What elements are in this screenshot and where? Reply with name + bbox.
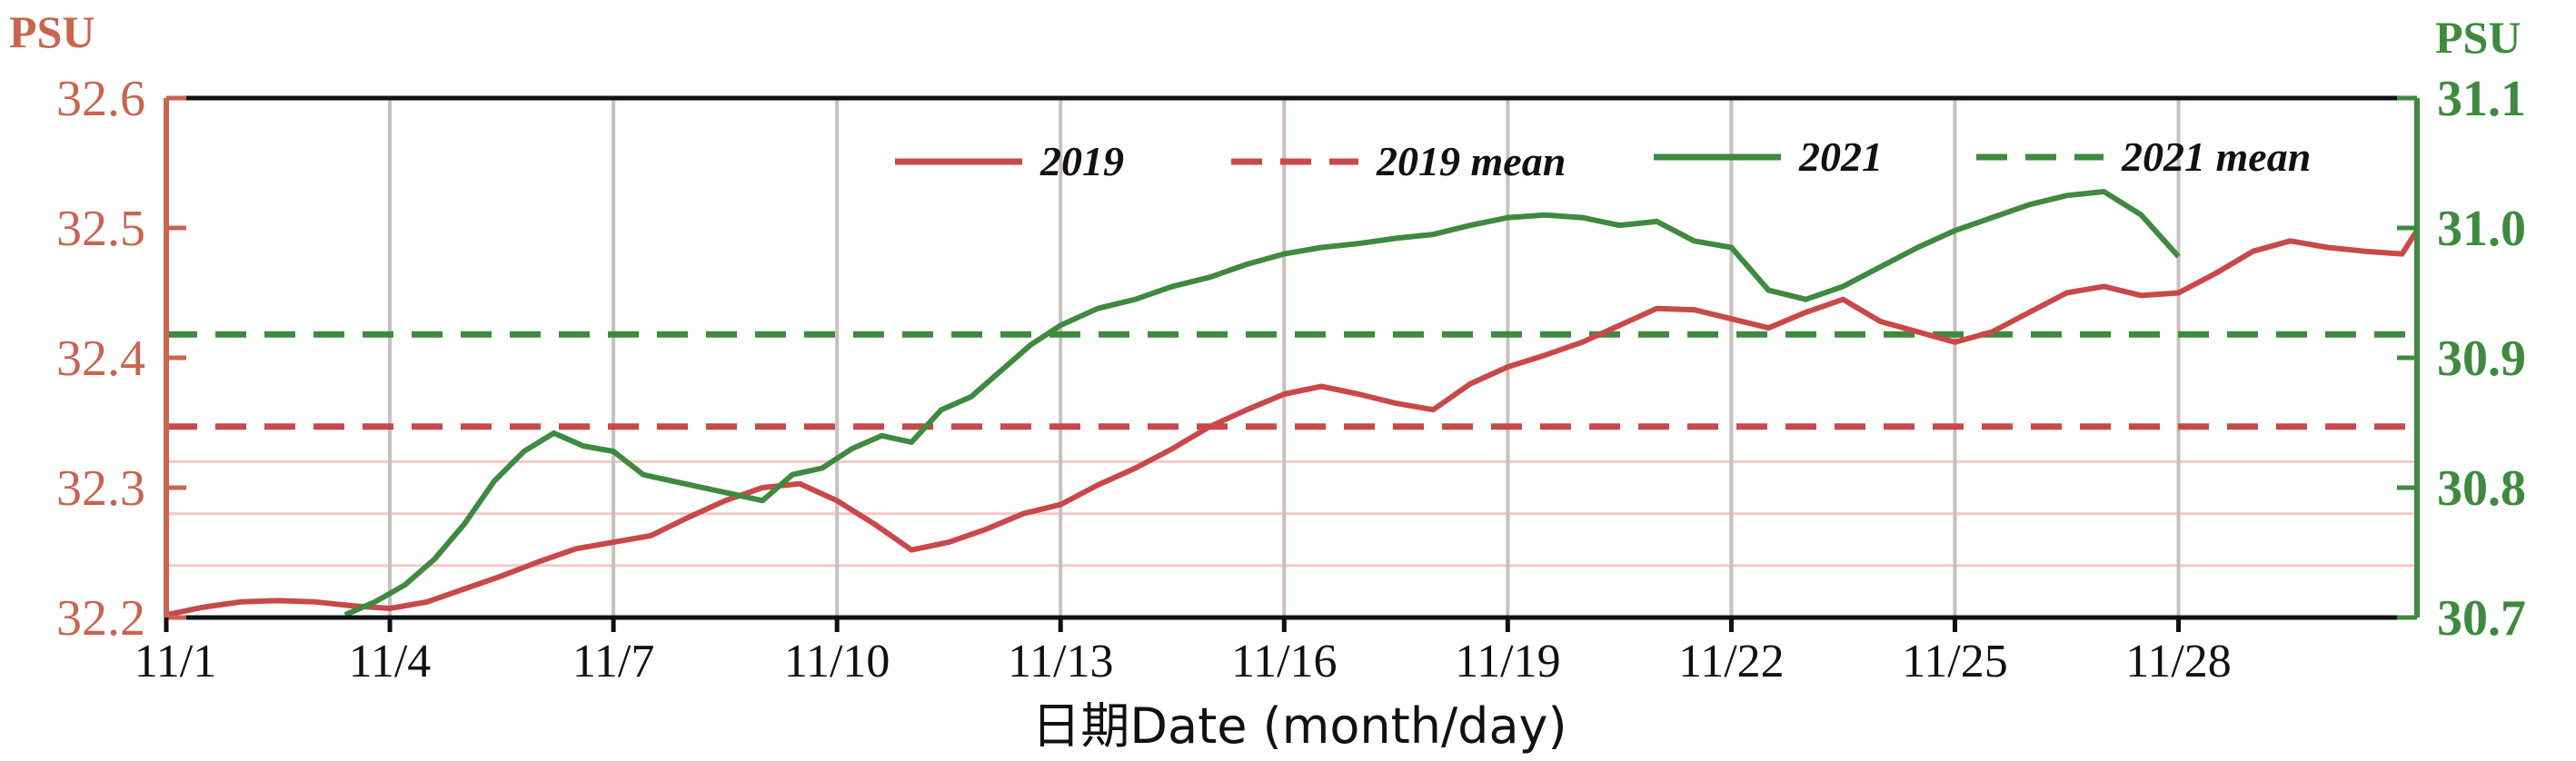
series-lines	[165, 189, 2420, 618]
right-axis-unit: PSU	[2435, 12, 2521, 63]
x-tick-label-0: 11/1	[134, 636, 217, 687]
mean-lines	[166, 331, 2417, 430]
left-tick-label-0: 32.2	[56, 590, 145, 647]
right-tick-label-4: 31.1	[2437, 71, 2526, 127]
right-tick-label-0: 30.7	[2437, 590, 2526, 647]
x-tick-label-5: 11/16	[1231, 636, 1338, 687]
series-line-2	[343, 189, 2181, 618]
legend-label-1: 2019 mean	[1376, 138, 1566, 184]
plot-frame	[164, 95, 2420, 620]
x-tick-label-2: 11/7	[572, 636, 655, 687]
legend-label-3: 2021 mean	[2121, 133, 2311, 180]
x-axis-label: 日期Date (month/day)	[1031, 697, 1566, 755]
left-tick-label-3: 32.5	[56, 201, 145, 257]
x-tick-label-8: 11/25	[1902, 636, 2008, 687]
x-tick-label-3: 11/10	[784, 636, 890, 687]
legend-label-2: 2021	[1798, 133, 1883, 180]
right-tick-label-3: 31.0	[2437, 201, 2526, 257]
legend-label-0: 2019	[1039, 138, 1124, 184]
left-tick-label-2: 32.4	[56, 331, 145, 387]
grid	[166, 98, 2417, 618]
right-tick-label-1: 30.8	[2437, 460, 2526, 517]
legend: 2019 2019 mean 2021 2021 mean	[895, 133, 2311, 184]
x-tick-label-9: 11/28	[2125, 636, 2232, 687]
x-tick-label-4: 11/13	[1008, 636, 1114, 687]
left-tick-label-1: 32.3	[56, 460, 145, 517]
x-tick-label-6: 11/19	[1455, 636, 1561, 687]
series-line-0	[165, 229, 2420, 618]
left-tick-label-4: 32.6	[56, 71, 145, 127]
x-tick-label-7: 11/22	[1678, 636, 1785, 687]
right-tick-label-2: 30.9	[2437, 331, 2526, 387]
ticks: 32.2 32.3 32.4 32.5 32.6 30.7 30.8 30.9 31.0 31.1…	[56, 71, 2526, 687]
left-axis-unit: PSU	[9, 6, 94, 57]
x-tick-label-1: 11/4	[349, 636, 432, 687]
